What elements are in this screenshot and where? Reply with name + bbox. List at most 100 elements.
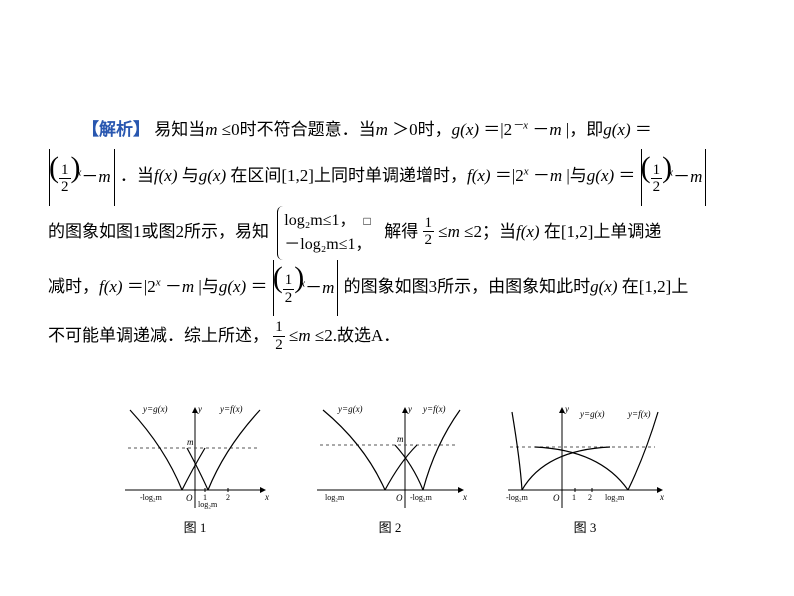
den: 2 bbox=[283, 290, 295, 307]
frac-half: 1 2 bbox=[283, 272, 295, 306]
figure-1-label: 图 1 bbox=[110, 517, 280, 536]
var-m: m bbox=[322, 278, 334, 297]
gx: g(x) bbox=[603, 120, 630, 139]
num: 1 bbox=[283, 272, 295, 290]
lbl-yfx: y=f(x) bbox=[627, 409, 651, 419]
t: ＝ bbox=[635, 120, 652, 139]
t: 减时， bbox=[48, 277, 99, 296]
figure-1: y=g(x) y=f(x) y x m O -log₂m log₂m 1 2 图… bbox=[110, 400, 280, 536]
frac-half: 1 2 bbox=[651, 162, 663, 196]
analysis-tag: 【解析】 bbox=[82, 120, 150, 139]
t: |与 bbox=[566, 166, 586, 185]
paren-frac: 1 2 bbox=[645, 159, 669, 198]
t: ≤0时不符合题意．当 bbox=[222, 120, 376, 139]
var-m: m bbox=[298, 326, 310, 345]
abs-expr: 1 2 x－m bbox=[641, 149, 707, 206]
lbl-O: O bbox=[186, 493, 193, 503]
lbl-ygx: y=g(x) bbox=[579, 409, 605, 419]
lbl-y: y bbox=[564, 404, 569, 414]
t: |与 bbox=[198, 277, 218, 296]
t: ＝|2 bbox=[127, 277, 156, 296]
t: 解得 bbox=[384, 222, 418, 241]
t: － bbox=[532, 120, 549, 139]
lbl-1: 1 bbox=[203, 493, 207, 502]
lbl-yfx: y=f(x) bbox=[422, 404, 446, 414]
figure-2: y=g(x) y=f(x) y x m O log₂m -log₂m 图 2 bbox=[305, 400, 475, 536]
t: ≤2.故选A． bbox=[315, 326, 400, 345]
t: ＝|2 bbox=[483, 120, 512, 139]
den: 2 bbox=[423, 232, 435, 249]
num: 1 bbox=[651, 162, 663, 180]
paren-frac: 1 2 bbox=[53, 159, 77, 198]
gx: g(x) bbox=[199, 166, 226, 185]
gx: g(x) bbox=[590, 277, 617, 296]
frac-half: 1 2 bbox=[423, 215, 435, 249]
den: 2 bbox=[59, 179, 71, 196]
lbl-m: m bbox=[397, 434, 404, 444]
lbl-logm: log₂m bbox=[198, 500, 218, 509]
t: |，即 bbox=[566, 120, 603, 139]
lbl-ygx: y=g(x) bbox=[142, 404, 168, 414]
t: 不可能单调递减．综上所述， bbox=[48, 326, 269, 345]
t: 在[1,2]上单调递 bbox=[544, 222, 662, 241]
t: 在区间[1,2]上同时单调递增时， bbox=[230, 166, 467, 185]
sup-x: x bbox=[156, 276, 161, 288]
fx: f(x) bbox=[99, 277, 123, 296]
lbl-logm: log₂m bbox=[605, 493, 625, 502]
lbl-y: y bbox=[407, 404, 412, 414]
sup: －x bbox=[512, 119, 528, 131]
figure-3-svg: y=g(x) y=f(x) y x O -log₂m log₂m 1 2 bbox=[500, 400, 670, 515]
gx: g(x) bbox=[219, 277, 246, 296]
t: 在[1,2]上 bbox=[622, 277, 689, 296]
t: 的图象如图1或图2所示，易知 bbox=[48, 222, 269, 241]
gx: g(x) bbox=[452, 120, 479, 139]
var-m: m bbox=[205, 120, 217, 139]
den: 2 bbox=[651, 179, 663, 196]
lbl-x: x bbox=[659, 492, 664, 502]
t: ＝|2 bbox=[495, 166, 524, 185]
lbl-y: y bbox=[197, 404, 202, 414]
figure-3-label: 图 3 bbox=[500, 517, 670, 536]
t: ≤2；当 bbox=[464, 222, 516, 241]
t: ＝ bbox=[618, 166, 635, 185]
num: 1 bbox=[423, 215, 435, 233]
t: ≤ bbox=[289, 326, 298, 345]
lbl-2: 2 bbox=[588, 493, 592, 502]
lbl-1: 1 bbox=[572, 493, 576, 502]
num: 1 bbox=[59, 162, 71, 180]
lbl-nlogm: -log₂m bbox=[506, 493, 529, 502]
solution-text: 【解析】 易知当m ≤0时不符合题意．当m ＞0时，g(x) ＝|2－x －m … bbox=[48, 110, 748, 355]
frac-half: 1 2 bbox=[273, 319, 285, 353]
var-m: m bbox=[549, 120, 561, 139]
lbl-2: 2 bbox=[226, 493, 230, 502]
frac-half: 1 2 bbox=[59, 162, 71, 196]
lbl-O: O bbox=[396, 493, 403, 503]
t: ＞0时， bbox=[392, 120, 452, 139]
fx: f(x) bbox=[516, 222, 540, 241]
abs-expr: 1 2 x－m bbox=[49, 149, 115, 206]
lbl-nlogm: -log₂m bbox=[410, 493, 433, 502]
figure-2-label: 图 2 bbox=[305, 517, 475, 536]
t: ．当 bbox=[120, 166, 154, 185]
fx: f(x) bbox=[467, 166, 491, 185]
brace-system: log₂m≤1， □ －log₂m≤1， bbox=[277, 206, 371, 260]
lbl-x: x bbox=[264, 492, 269, 502]
den: 2 bbox=[273, 337, 285, 354]
fx: f(x) bbox=[154, 166, 178, 185]
lbl-O: O bbox=[553, 493, 560, 503]
t: ＝ bbox=[250, 277, 267, 296]
sup-x: x bbox=[524, 166, 529, 178]
var-m: m bbox=[376, 120, 388, 139]
t: ≤ bbox=[438, 222, 447, 241]
lbl-ygx: y=g(x) bbox=[337, 404, 363, 414]
t: － bbox=[533, 166, 550, 185]
figure-2-svg: y=g(x) y=f(x) y x m O log₂m -log₂m bbox=[305, 400, 475, 515]
box-icon: □ bbox=[364, 214, 371, 228]
var-m: m bbox=[182, 277, 194, 296]
t: 易知当 bbox=[154, 120, 205, 139]
t: 与 bbox=[182, 166, 199, 185]
var-m: m bbox=[448, 222, 460, 241]
lbl-nlogm: -log₂m bbox=[140, 493, 163, 502]
lbl-m: m bbox=[187, 437, 194, 447]
figure-3: y=g(x) y=f(x) y x O -log₂m log₂m 1 2 图 3 bbox=[500, 400, 670, 536]
